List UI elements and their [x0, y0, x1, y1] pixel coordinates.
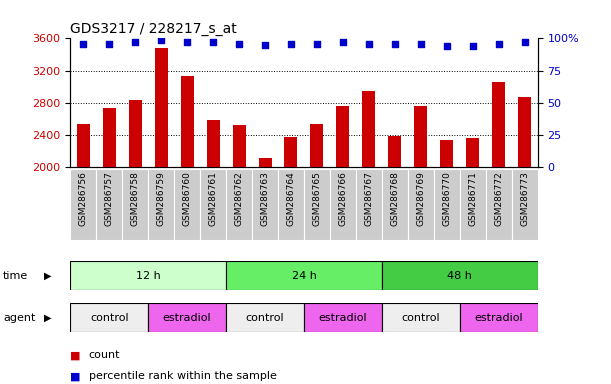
Bar [414, 106, 427, 328]
Point [468, 43, 478, 49]
Point [416, 40, 426, 46]
Bar [285, 137, 298, 328]
Bar [356, 169, 382, 240]
Bar [77, 124, 90, 328]
Bar [362, 91, 375, 328]
Bar [330, 169, 356, 240]
Text: GSM286766: GSM286766 [338, 171, 348, 226]
Text: 24 h: 24 h [291, 270, 316, 281]
Text: GDS3217 / 228217_s_at: GDS3217 / 228217_s_at [70, 22, 237, 36]
Text: GSM286759: GSM286759 [156, 171, 166, 226]
Text: GSM286765: GSM286765 [312, 171, 321, 226]
Point [78, 40, 88, 46]
Text: GSM286757: GSM286757 [104, 171, 114, 226]
Bar [382, 303, 459, 332]
Bar [155, 48, 167, 328]
Bar [200, 169, 226, 240]
Text: 48 h: 48 h [447, 270, 472, 281]
Point [156, 36, 166, 43]
Point [182, 39, 192, 45]
Bar [486, 169, 512, 240]
Text: estradiol: estradiol [474, 313, 523, 323]
Bar [233, 125, 246, 328]
Bar [122, 169, 148, 240]
Point [104, 40, 114, 46]
Point [364, 40, 374, 46]
Bar [226, 261, 382, 290]
Text: percentile rank within the sample: percentile rank within the sample [89, 371, 276, 381]
Text: GSM286756: GSM286756 [79, 171, 88, 226]
Bar [459, 169, 486, 240]
Text: GSM286771: GSM286771 [468, 171, 477, 226]
Text: control: control [90, 313, 128, 323]
Point [338, 39, 348, 45]
Point [442, 43, 452, 49]
Bar [518, 97, 531, 328]
Bar [512, 169, 538, 240]
Bar [492, 82, 505, 328]
Text: GSM286767: GSM286767 [364, 171, 373, 226]
Text: time: time [3, 270, 28, 281]
Text: GSM286772: GSM286772 [494, 171, 503, 226]
Bar [382, 261, 538, 290]
Bar [382, 169, 408, 240]
Text: GSM286768: GSM286768 [390, 171, 400, 226]
Point [390, 40, 400, 46]
Bar [226, 169, 252, 240]
Bar [304, 169, 330, 240]
Text: ■: ■ [70, 350, 81, 360]
Point [286, 40, 296, 46]
Bar [226, 303, 304, 332]
Bar [148, 303, 226, 332]
Bar [70, 303, 148, 332]
Bar [103, 108, 115, 328]
Bar [174, 169, 200, 240]
Bar [70, 169, 97, 240]
Text: GSM286762: GSM286762 [235, 171, 244, 226]
Bar [466, 138, 479, 328]
Point [130, 39, 140, 45]
Text: agent: agent [3, 313, 35, 323]
Point [260, 42, 270, 48]
Bar [258, 158, 271, 328]
Bar [97, 169, 122, 240]
Bar [459, 303, 538, 332]
Text: GSM286764: GSM286764 [287, 171, 296, 226]
Bar [310, 124, 323, 328]
Bar [408, 169, 434, 240]
Text: 12 h: 12 h [136, 270, 161, 281]
Bar [148, 169, 174, 240]
Bar [181, 76, 194, 328]
Bar [434, 169, 459, 240]
Bar [389, 136, 401, 328]
Text: estradiol: estradiol [318, 313, 367, 323]
Bar [304, 303, 382, 332]
Bar [129, 100, 142, 328]
Text: GSM286758: GSM286758 [131, 171, 140, 226]
Text: control: control [401, 313, 440, 323]
Bar [337, 106, 349, 328]
Text: count: count [89, 350, 120, 360]
Bar [252, 169, 278, 240]
Point [208, 39, 218, 45]
Point [494, 40, 503, 46]
Bar [70, 261, 226, 290]
Bar [278, 169, 304, 240]
Point [234, 40, 244, 46]
Text: GSM286760: GSM286760 [183, 171, 192, 226]
Text: estradiol: estradiol [163, 313, 211, 323]
Text: ■: ■ [70, 371, 81, 381]
Text: GSM286773: GSM286773 [520, 171, 529, 226]
Text: control: control [246, 313, 284, 323]
Text: ▶: ▶ [44, 313, 51, 323]
Text: GSM286761: GSM286761 [208, 171, 218, 226]
Point [520, 39, 530, 45]
Text: GSM286763: GSM286763 [260, 171, 269, 226]
Bar [441, 140, 453, 328]
Text: ▶: ▶ [44, 270, 51, 281]
Bar [207, 121, 219, 328]
Text: GSM286769: GSM286769 [416, 171, 425, 226]
Text: GSM286770: GSM286770 [442, 171, 452, 226]
Point [312, 40, 322, 46]
